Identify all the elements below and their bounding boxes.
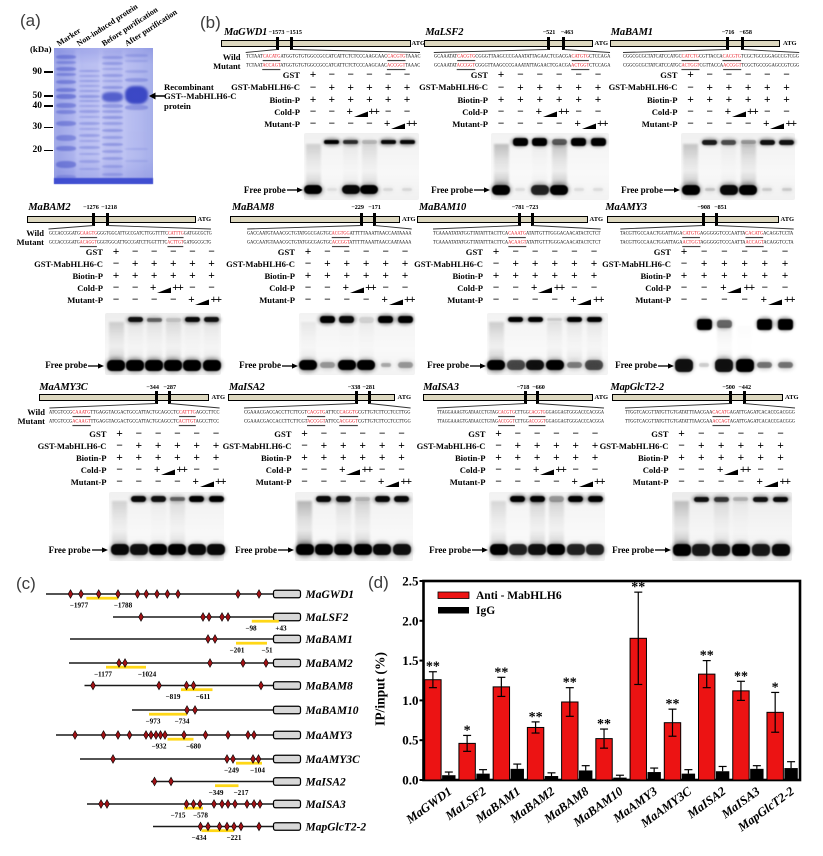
svg-text:**: ** xyxy=(597,717,611,732)
svg-text:MaGWD1: MaGWD1 xyxy=(305,589,355,601)
svg-text:**: ** xyxy=(734,669,748,684)
svg-text:−680: −680 xyxy=(186,743,201,751)
svg-text:**: ** xyxy=(665,697,679,712)
svg-text:**: ** xyxy=(631,580,645,595)
svg-text:2.5: 2.5 xyxy=(402,574,419,589)
svg-text:Anti - MabHLH6: Anti - MabHLH6 xyxy=(476,590,562,602)
svg-text:−104: −104 xyxy=(250,767,265,775)
svg-text:**: ** xyxy=(426,660,440,675)
svg-text:−1788: −1788 xyxy=(114,602,133,610)
svg-text:−1177: −1177 xyxy=(94,671,112,679)
svg-text:MaBAM10: MaBAM10 xyxy=(305,705,359,717)
svg-text:**: ** xyxy=(700,649,714,664)
svg-text:−734: −734 xyxy=(175,718,190,726)
svg-text:−249: −249 xyxy=(224,767,239,775)
svg-text:+43: +43 xyxy=(275,625,287,633)
svg-text:**: ** xyxy=(494,665,508,680)
svg-text:**: ** xyxy=(529,710,543,725)
svg-text:−1024: −1024 xyxy=(138,671,157,679)
svg-text:MaLSF2: MaLSF2 xyxy=(305,612,349,624)
svg-text:MaBAM2: MaBAM2 xyxy=(305,658,354,670)
svg-text:MaISA2: MaISA2 xyxy=(684,784,728,822)
svg-text:−578: −578 xyxy=(193,812,208,820)
svg-text:MaGWD1: MaGWD1 xyxy=(403,784,455,827)
svg-text:MaBAM8: MaBAM8 xyxy=(305,681,354,693)
svg-text:−973: −973 xyxy=(146,718,161,726)
svg-text:−98: −98 xyxy=(245,625,257,633)
svg-text:−217: −217 xyxy=(234,789,249,797)
svg-text:0.5: 0.5 xyxy=(402,733,419,748)
svg-text:IgG: IgG xyxy=(476,605,495,617)
svg-text:0.0: 0.0 xyxy=(402,773,418,788)
svg-text:−1977: −1977 xyxy=(70,602,89,610)
svg-text:MaAMY3: MaAMY3 xyxy=(305,730,353,742)
svg-text:MapGlcT2-2: MapGlcT2-2 xyxy=(305,822,367,834)
svg-text:IP/input (%): IP/input (%) xyxy=(373,652,388,726)
svg-text:MaISA3: MaISA3 xyxy=(305,799,347,811)
svg-text:−819: −819 xyxy=(166,693,181,701)
svg-text:−221: −221 xyxy=(227,834,242,842)
svg-text:−932: −932 xyxy=(152,743,167,751)
svg-text:*: * xyxy=(464,723,471,738)
svg-text:**: ** xyxy=(563,676,577,691)
svg-text:1.5: 1.5 xyxy=(402,653,419,668)
svg-text:MaISA2: MaISA2 xyxy=(305,777,347,789)
svg-text:−201: −201 xyxy=(230,647,245,655)
svg-text:MaAMY3C: MaAMY3C xyxy=(305,754,361,766)
svg-text:−349: −349 xyxy=(209,789,224,797)
svg-text:−51: −51 xyxy=(261,647,273,655)
svg-text:*: * xyxy=(772,680,779,695)
svg-text:MaBAM1: MaBAM1 xyxy=(305,634,353,646)
svg-text:−715: −715 xyxy=(171,812,186,820)
svg-text:2.0: 2.0 xyxy=(402,613,418,628)
svg-text:1.0: 1.0 xyxy=(402,693,418,708)
svg-text:−434: −434 xyxy=(192,834,207,842)
svg-text:−611: −611 xyxy=(196,693,211,701)
